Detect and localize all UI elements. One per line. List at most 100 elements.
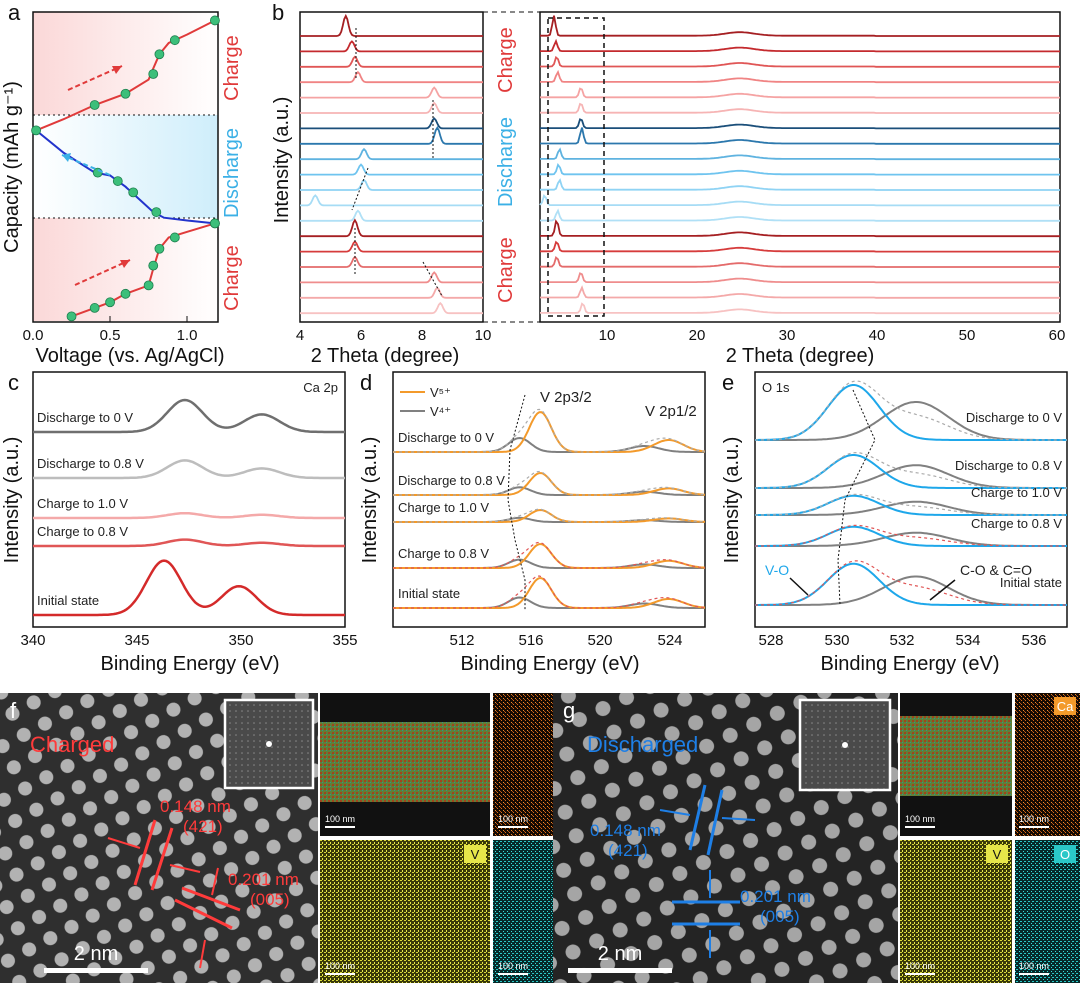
b-zoom-xlabel: 2 Theta (degree) [311, 345, 460, 367]
annot-vo: V-O [765, 562, 789, 578]
marker-bottom-0 [66, 311, 77, 322]
arrow-top [67, 65, 123, 91]
b-full-traces [539, 15, 1060, 315]
legend-v4: V⁴⁺ [430, 404, 451, 419]
b-side-discharge: Discharge [495, 117, 517, 207]
g-eds-mix-band [900, 716, 1012, 796]
g-v-badge [986, 845, 1008, 863]
g-o-badge [1054, 845, 1076, 863]
d-guide [507, 394, 526, 610]
g-scale-label: 2 nm [598, 943, 642, 965]
d-legend: V⁵⁺ V⁴⁺ [400, 385, 451, 419]
f-lattice-marks [107, 819, 241, 969]
b-full-trace-15 [540, 256, 1060, 268]
b-full-trace-6 [540, 118, 1060, 130]
panel-c: c Ca 2p Discharge to 0 V Discharge to 0.8… [1, 370, 358, 675]
d-curve-label-4: Initial state [398, 586, 460, 601]
marker-bottom-1 [89, 303, 100, 313]
d-curve-label-1: Discharge to 0.8 V [398, 473, 505, 488]
b-full-trace-13 [540, 219, 1060, 238]
b-full-ticks: 10 20 30 40 50 60 [599, 327, 1066, 344]
d-curve-label-2: Charge to 1.0 V [398, 500, 489, 515]
c-corner-label: Ca 2p [303, 380, 338, 395]
d-env-3 [393, 541, 706, 569]
f-hkl1: (421) [183, 817, 223, 836]
side-label-discharge: Discharge [221, 128, 243, 218]
panel-b-label: b [272, 0, 284, 25]
marker-bottom-8 [210, 218, 220, 229]
f-eds-scale-3: 100 nm [325, 961, 355, 971]
f-fft-center [266, 741, 272, 747]
b-zoom-trace-14 [300, 240, 483, 253]
annot-v2p12: V 2p1/2 [645, 403, 697, 420]
b-zoom-tick-1: 6 [357, 327, 365, 344]
e-env-2 [755, 493, 1067, 516]
c-tick-1: 345 [124, 632, 149, 649]
c-curve-label-1: Discharge to 0.8 V [37, 456, 144, 471]
g-ca-badge [1054, 697, 1076, 715]
g-eds-scale-3: 100 nm [905, 961, 935, 971]
marker-top-6 [210, 15, 220, 26]
marker-discharge-2 [128, 187, 139, 198]
arrow-co [929, 579, 956, 601]
b-full-trace-14 [540, 240, 1060, 253]
d-env-2 [393, 508, 705, 523]
panel-a-xticks: 0.0 0.5 1.0 [23, 316, 198, 344]
f-eds-scale-2: 100 nm [498, 814, 528, 824]
c-curve-2 [33, 511, 345, 520]
panel-b-ylabel: Intensity (a.u.) [271, 97, 293, 224]
g-d2: 0.201 nm [740, 887, 811, 906]
e-tick-2: 532 [889, 632, 914, 649]
markers-a [31, 15, 220, 322]
f-eds-scale-4: 100 nm [498, 961, 528, 971]
panel-d-ylabel: Intensity (a.u.) [359, 437, 381, 564]
g-eds-scale-2: 100 nm [1019, 814, 1049, 824]
a-tick-2: 1.0 [177, 327, 198, 344]
c-curve-4 [33, 559, 345, 617]
e-env-4 [755, 560, 1067, 606]
d-v5-3 [393, 543, 706, 569]
b-full-trace-1 [540, 38, 1060, 53]
marker-bottom-5 [148, 260, 159, 271]
b-zoom-trace-15 [300, 255, 483, 268]
b-zoom-trace-4 [300, 86, 483, 99]
panel-g-label: g [563, 698, 575, 723]
arrow-bottom [74, 259, 131, 286]
f-d2: 0.201 nm [228, 870, 299, 889]
c-curve-label-2: Charge to 1.0 V [37, 496, 128, 511]
panel-e-label: e [722, 370, 734, 395]
b-full-trace-17 [540, 285, 1060, 299]
g-state: Discharged [587, 732, 698, 757]
e-tick-4: 536 [1021, 632, 1046, 649]
d-env-1 [393, 470, 706, 496]
c-curve-1 [33, 459, 345, 480]
b-zoom-ticks: 4 6 8 10 [296, 327, 492, 344]
f-state: Charged [30, 732, 114, 757]
panel-e-xlabel: Binding Energy (eV) [821, 653, 1000, 675]
d-tick-2: 520 [587, 632, 612, 649]
e-tick-0: 528 [758, 632, 783, 649]
g-eds-ca [1015, 693, 1080, 836]
c-tick-0: 340 [20, 632, 45, 649]
b-zoom-tick-0: 4 [296, 327, 304, 344]
marker-bottom-4 [143, 280, 154, 291]
panel-a-xlabel: Voltage (vs. Ag/AgCl) [36, 345, 225, 367]
b-full-trace-12 [540, 208, 1060, 222]
b-side-charge-bottom: Charge [495, 237, 517, 303]
d-tick-1: 516 [518, 632, 543, 649]
b-zoom-trace-6 [300, 117, 483, 130]
e-guide [837, 389, 876, 606]
c-curve-0 [33, 398, 345, 434]
marker-top-0 [31, 125, 41, 136]
d-v5-1 [393, 472, 706, 496]
g-hkl2: (005) [760, 907, 800, 926]
side-label-charge-top: Charge [221, 35, 243, 101]
d-curve-label-3: Charge to 0.8 V [398, 546, 489, 561]
e-env-1 [755, 451, 1067, 489]
marker-top-5 [169, 35, 180, 46]
b-full-trace-2 [540, 55, 1060, 68]
b-full-trace-8 [540, 147, 1060, 161]
e-vo-1 [755, 454, 1067, 489]
b-zoom-traces [300, 13, 483, 315]
g-fft-center [842, 742, 848, 748]
